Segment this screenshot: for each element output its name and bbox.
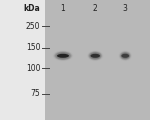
Ellipse shape	[119, 51, 131, 60]
Ellipse shape	[120, 52, 130, 60]
Ellipse shape	[92, 54, 98, 57]
Ellipse shape	[90, 53, 100, 59]
Ellipse shape	[56, 53, 70, 59]
Ellipse shape	[122, 53, 129, 58]
Ellipse shape	[88, 51, 102, 60]
Ellipse shape	[58, 54, 68, 58]
Ellipse shape	[56, 52, 70, 59]
Ellipse shape	[123, 54, 128, 57]
Ellipse shape	[93, 55, 98, 57]
Ellipse shape	[120, 52, 130, 59]
Ellipse shape	[60, 55, 66, 57]
Ellipse shape	[91, 54, 99, 58]
Ellipse shape	[91, 53, 100, 58]
Ellipse shape	[90, 54, 100, 58]
Text: 250: 250	[26, 22, 40, 31]
Ellipse shape	[57, 53, 69, 58]
Ellipse shape	[88, 51, 102, 60]
Ellipse shape	[121, 53, 129, 59]
Ellipse shape	[54, 51, 72, 60]
Ellipse shape	[57, 53, 69, 59]
Text: 100: 100	[26, 64, 40, 73]
Ellipse shape	[57, 54, 69, 58]
Text: 150: 150	[26, 44, 40, 53]
Ellipse shape	[122, 54, 128, 58]
Ellipse shape	[122, 54, 129, 58]
Ellipse shape	[123, 55, 127, 57]
Ellipse shape	[54, 51, 72, 60]
Ellipse shape	[119, 51, 132, 61]
Ellipse shape	[58, 54, 68, 58]
Ellipse shape	[123, 54, 128, 57]
Ellipse shape	[59, 54, 67, 57]
Ellipse shape	[120, 51, 131, 60]
Ellipse shape	[91, 53, 100, 59]
Ellipse shape	[89, 52, 102, 60]
Ellipse shape	[87, 51, 103, 61]
Ellipse shape	[89, 52, 101, 59]
Ellipse shape	[120, 52, 131, 60]
Text: kDa: kDa	[24, 4, 40, 13]
Text: 3: 3	[123, 4, 128, 13]
Ellipse shape	[92, 54, 99, 57]
Ellipse shape	[53, 51, 73, 61]
Ellipse shape	[90, 53, 101, 59]
Ellipse shape	[55, 52, 71, 60]
Ellipse shape	[89, 52, 101, 60]
Text: 1: 1	[61, 4, 65, 13]
Ellipse shape	[121, 53, 130, 59]
Ellipse shape	[53, 51, 73, 61]
Bar	[45, 0, 150, 120]
Ellipse shape	[59, 54, 67, 57]
Ellipse shape	[121, 53, 129, 59]
Ellipse shape	[121, 54, 129, 58]
Ellipse shape	[57, 53, 69, 59]
Text: 75: 75	[31, 89, 40, 98]
Text: 2: 2	[93, 4, 98, 13]
Ellipse shape	[55, 52, 71, 60]
Ellipse shape	[88, 51, 103, 61]
Ellipse shape	[92, 54, 99, 58]
